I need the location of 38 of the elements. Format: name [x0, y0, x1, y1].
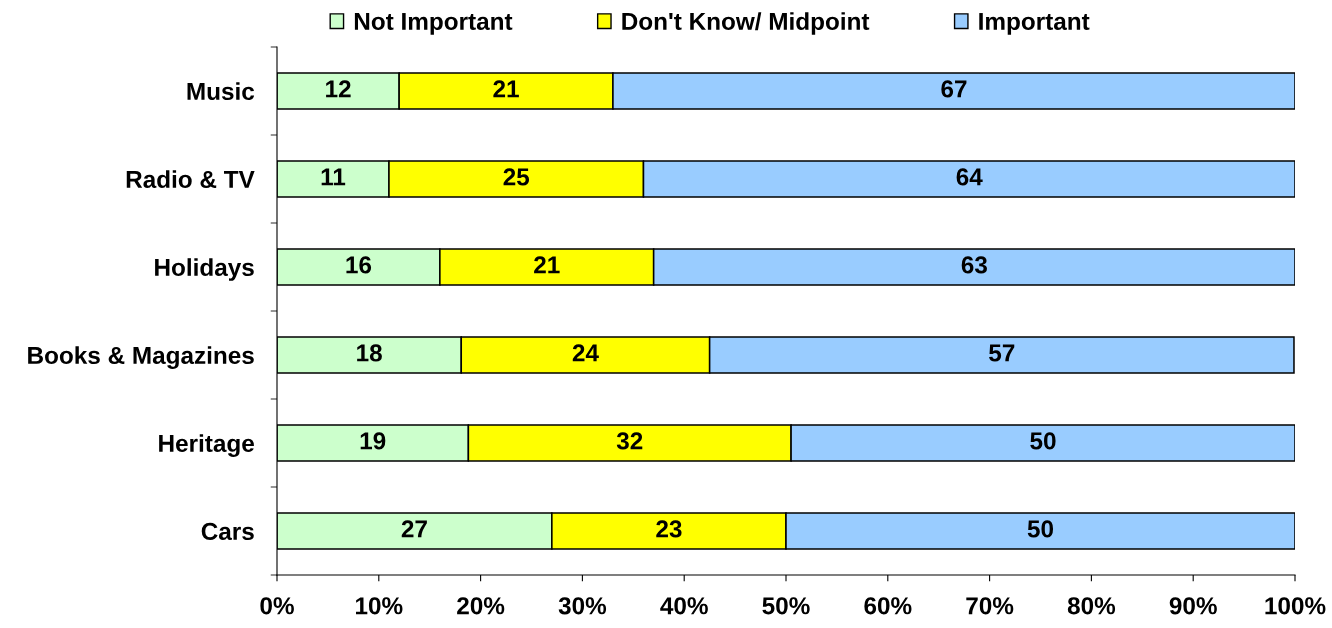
- x-tick-label: 0%: [260, 597, 294, 615]
- data-label: 21: [493, 80, 519, 98]
- x-tick-label: 70%: [966, 597, 1014, 615]
- y-tick-label: Radio & TV: [126, 170, 255, 189]
- data-label: 24: [572, 344, 599, 362]
- x-tick-label: 30%: [558, 597, 607, 615]
- data-label: 25: [503, 168, 530, 186]
- x-tick-label: 10%: [356, 597, 403, 615]
- data-label: 16: [346, 256, 372, 274]
- legend-label: Don't Know/ Midpoint: [622, 12, 870, 35]
- y-tick-label: Music: [187, 82, 255, 101]
- x-tick-label: 60%: [864, 597, 912, 615]
- legend-label: Not Important: [354, 13, 513, 35]
- x-tick-label: 20%: [457, 597, 505, 615]
- data-label: 12: [326, 80, 351, 98]
- y-tick-label: Books & Magazines: [28, 346, 254, 369]
- data-label: 21: [534, 256, 560, 274]
- data-label: 67: [941, 80, 967, 98]
- data-label: 23: [656, 520, 682, 538]
- legend-label: Important: [979, 13, 1090, 35]
- x-tick-label: 80%: [1067, 597, 1116, 615]
- y-tick-label: Heritage: [159, 434, 254, 457]
- data-label: 50: [1027, 520, 1054, 538]
- y-tick-label: Holidays: [155, 258, 254, 281]
- data-label: 57: [989, 344, 1015, 362]
- data-label: 19: [360, 432, 386, 450]
- x-tick-label: 100%: [1265, 597, 1326, 615]
- data-label: 63: [961, 256, 987, 274]
- x-tick-label: 50%: [762, 597, 810, 615]
- x-tick-label: 90%: [1169, 597, 1217, 615]
- data-label: 18: [357, 344, 382, 362]
- data-label: 32: [616, 432, 643, 450]
- x-tick-label: 40%: [660, 597, 708, 615]
- data-label: 27: [401, 520, 427, 538]
- data-label: 11: [321, 168, 346, 186]
- y-tick-label: Cars: [201, 522, 254, 541]
- data-label: 64: [956, 168, 983, 186]
- data-label: 50: [1030, 432, 1056, 450]
